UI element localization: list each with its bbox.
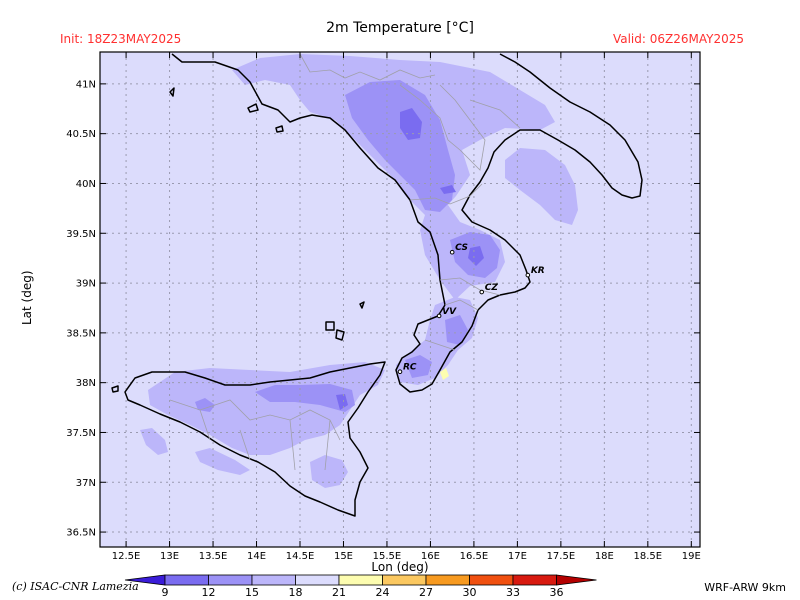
map-frame bbox=[99, 51, 701, 548]
colorbar-segment bbox=[251, 574, 296, 586]
x-tick-label: 15.5E bbox=[373, 551, 402, 562]
regional-borders bbox=[169, 53, 521, 471]
colorbar-segment bbox=[512, 574, 557, 586]
border-calabria bbox=[409, 183, 483, 205]
contour-aspromonte bbox=[445, 315, 468, 345]
city-label-cs: CS bbox=[455, 243, 468, 253]
y-axis-label: Lat (deg) bbox=[20, 270, 34, 325]
contour-etna-core bbox=[336, 394, 348, 410]
x-tick-label: 12.5E bbox=[112, 551, 141, 562]
contour-sila-core bbox=[468, 246, 484, 266]
y-tick-label: 37.5N bbox=[66, 428, 96, 439]
colorbar-label: 30 bbox=[463, 586, 477, 599]
city-dot-cz bbox=[479, 289, 485, 295]
contour-cilento bbox=[345, 80, 455, 212]
init-time-label: Init: 18Z23MAY2025 bbox=[60, 32, 182, 46]
x-tick-label: 18E bbox=[595, 551, 614, 562]
coast-aeolian-1 bbox=[325, 321, 335, 331]
colorbar-segment bbox=[469, 574, 514, 586]
contour-sicily-madonie bbox=[255, 384, 355, 412]
colorbar-label: 24 bbox=[376, 586, 390, 599]
city-label-vv: VV bbox=[442, 307, 457, 317]
border-calabria-prov bbox=[424, 277, 501, 351]
x-tick-label: 13.5E bbox=[199, 551, 228, 562]
contour-cilento-core bbox=[400, 108, 422, 140]
x-axis-label: Lon (deg) bbox=[371, 560, 429, 574]
colorbar-label: 15 bbox=[245, 586, 259, 599]
coastlines bbox=[111, 53, 643, 517]
city-dot-vv bbox=[436, 313, 442, 319]
y-tick-label: 40N bbox=[76, 179, 96, 190]
border-puglia bbox=[469, 99, 521, 129]
x-tick-label: 17.5E bbox=[547, 551, 576, 562]
city-dot-kr bbox=[525, 272, 531, 278]
city-dot-rc bbox=[397, 369, 403, 375]
contour-puglia bbox=[505, 148, 578, 225]
x-tick-label: 14.5E bbox=[286, 551, 315, 562]
colorbar-label: 33 bbox=[506, 586, 520, 599]
x-tick-label: 18.5E bbox=[634, 551, 663, 562]
contour-sicily-sw bbox=[195, 448, 250, 475]
coast-aeolian-2 bbox=[335, 329, 345, 341]
colorbar-segment bbox=[382, 574, 427, 586]
contour-rc bbox=[405, 355, 432, 378]
coast-sicily bbox=[124, 361, 386, 517]
y-tick-label: 38N bbox=[76, 378, 96, 389]
colorbar-max-arrow bbox=[556, 574, 597, 586]
grid-lines bbox=[100, 52, 700, 547]
coast-capri bbox=[275, 125, 284, 133]
x-tick-label: 13E bbox=[160, 551, 179, 562]
y-tick-label: 39.5N bbox=[66, 229, 96, 240]
colorbar-label: 12 bbox=[202, 586, 216, 599]
valid-time-label: Valid: 06Z26MAY2025 bbox=[612, 32, 744, 46]
colorbar-segment bbox=[208, 574, 253, 586]
coast-ischia bbox=[247, 103, 259, 113]
colorbar: 9 12 15 18 21 24 27 30 33 36 bbox=[124, 574, 597, 599]
city-label-kr: KR bbox=[531, 266, 545, 276]
axis-ticks: 12.5E 13E 13.5E 14E 14.5E 15E 15.5E 16E 16.5E 17E… bbox=[66, 52, 701, 562]
city-label-rc: RC bbox=[403, 363, 417, 373]
coast-tyrrhenian-mainland bbox=[171, 53, 643, 393]
coast-egadi bbox=[111, 385, 119, 393]
x-tick-label: 19E bbox=[682, 551, 701, 562]
contour-lucania-small bbox=[440, 185, 456, 194]
colorbar-label: 9 bbox=[162, 586, 169, 599]
contour-sicily-south bbox=[310, 455, 348, 488]
coast-aeolian-3 bbox=[359, 301, 365, 309]
border-campania bbox=[299, 53, 436, 81]
colorbar-segment bbox=[338, 574, 383, 586]
y-tick-label: 41N bbox=[76, 79, 96, 90]
city-label-cz: CZ bbox=[485, 283, 499, 293]
y-tick-label: 40.5N bbox=[66, 129, 96, 140]
x-tick-label: 17E bbox=[508, 551, 527, 562]
colorbar-label: 18 bbox=[289, 586, 303, 599]
copyright-label: (c) ISAC-CNR Lamezia bbox=[12, 580, 139, 593]
x-tick-label: 16E bbox=[421, 551, 440, 562]
colorbar-segment bbox=[425, 574, 470, 586]
y-tick-label: 38.5N bbox=[66, 328, 96, 339]
city-dot-cs bbox=[449, 249, 455, 255]
colorbar-segment bbox=[164, 574, 209, 586]
colorbar-label: 21 bbox=[332, 586, 346, 599]
city-markers: CS KR CZ VV RC bbox=[397, 243, 545, 375]
contour-sicily-west-inner bbox=[195, 398, 215, 412]
y-tick-label: 39N bbox=[76, 279, 96, 290]
x-tick-label: 14E bbox=[247, 551, 266, 562]
colorbar-label: 27 bbox=[419, 586, 433, 599]
x-tick-label: 15E bbox=[334, 551, 353, 562]
contour-warm-spot bbox=[440, 368, 449, 380]
y-tick-label: 36.5N bbox=[66, 528, 96, 539]
coast-ponza bbox=[169, 87, 175, 97]
border-sicily-prov bbox=[169, 399, 341, 471]
x-tick-label: 16.5E bbox=[460, 551, 489, 562]
map-title: 2m Temperature [°C] bbox=[326, 20, 474, 36]
contour-sicily-west bbox=[140, 428, 168, 455]
colorbar-label: 36 bbox=[550, 586, 564, 599]
model-label: WRF-ARW 9km bbox=[704, 581, 786, 594]
colorbar-segment bbox=[295, 574, 340, 586]
border-basilicata bbox=[399, 84, 486, 171]
y-tick-label: 37N bbox=[76, 478, 96, 489]
